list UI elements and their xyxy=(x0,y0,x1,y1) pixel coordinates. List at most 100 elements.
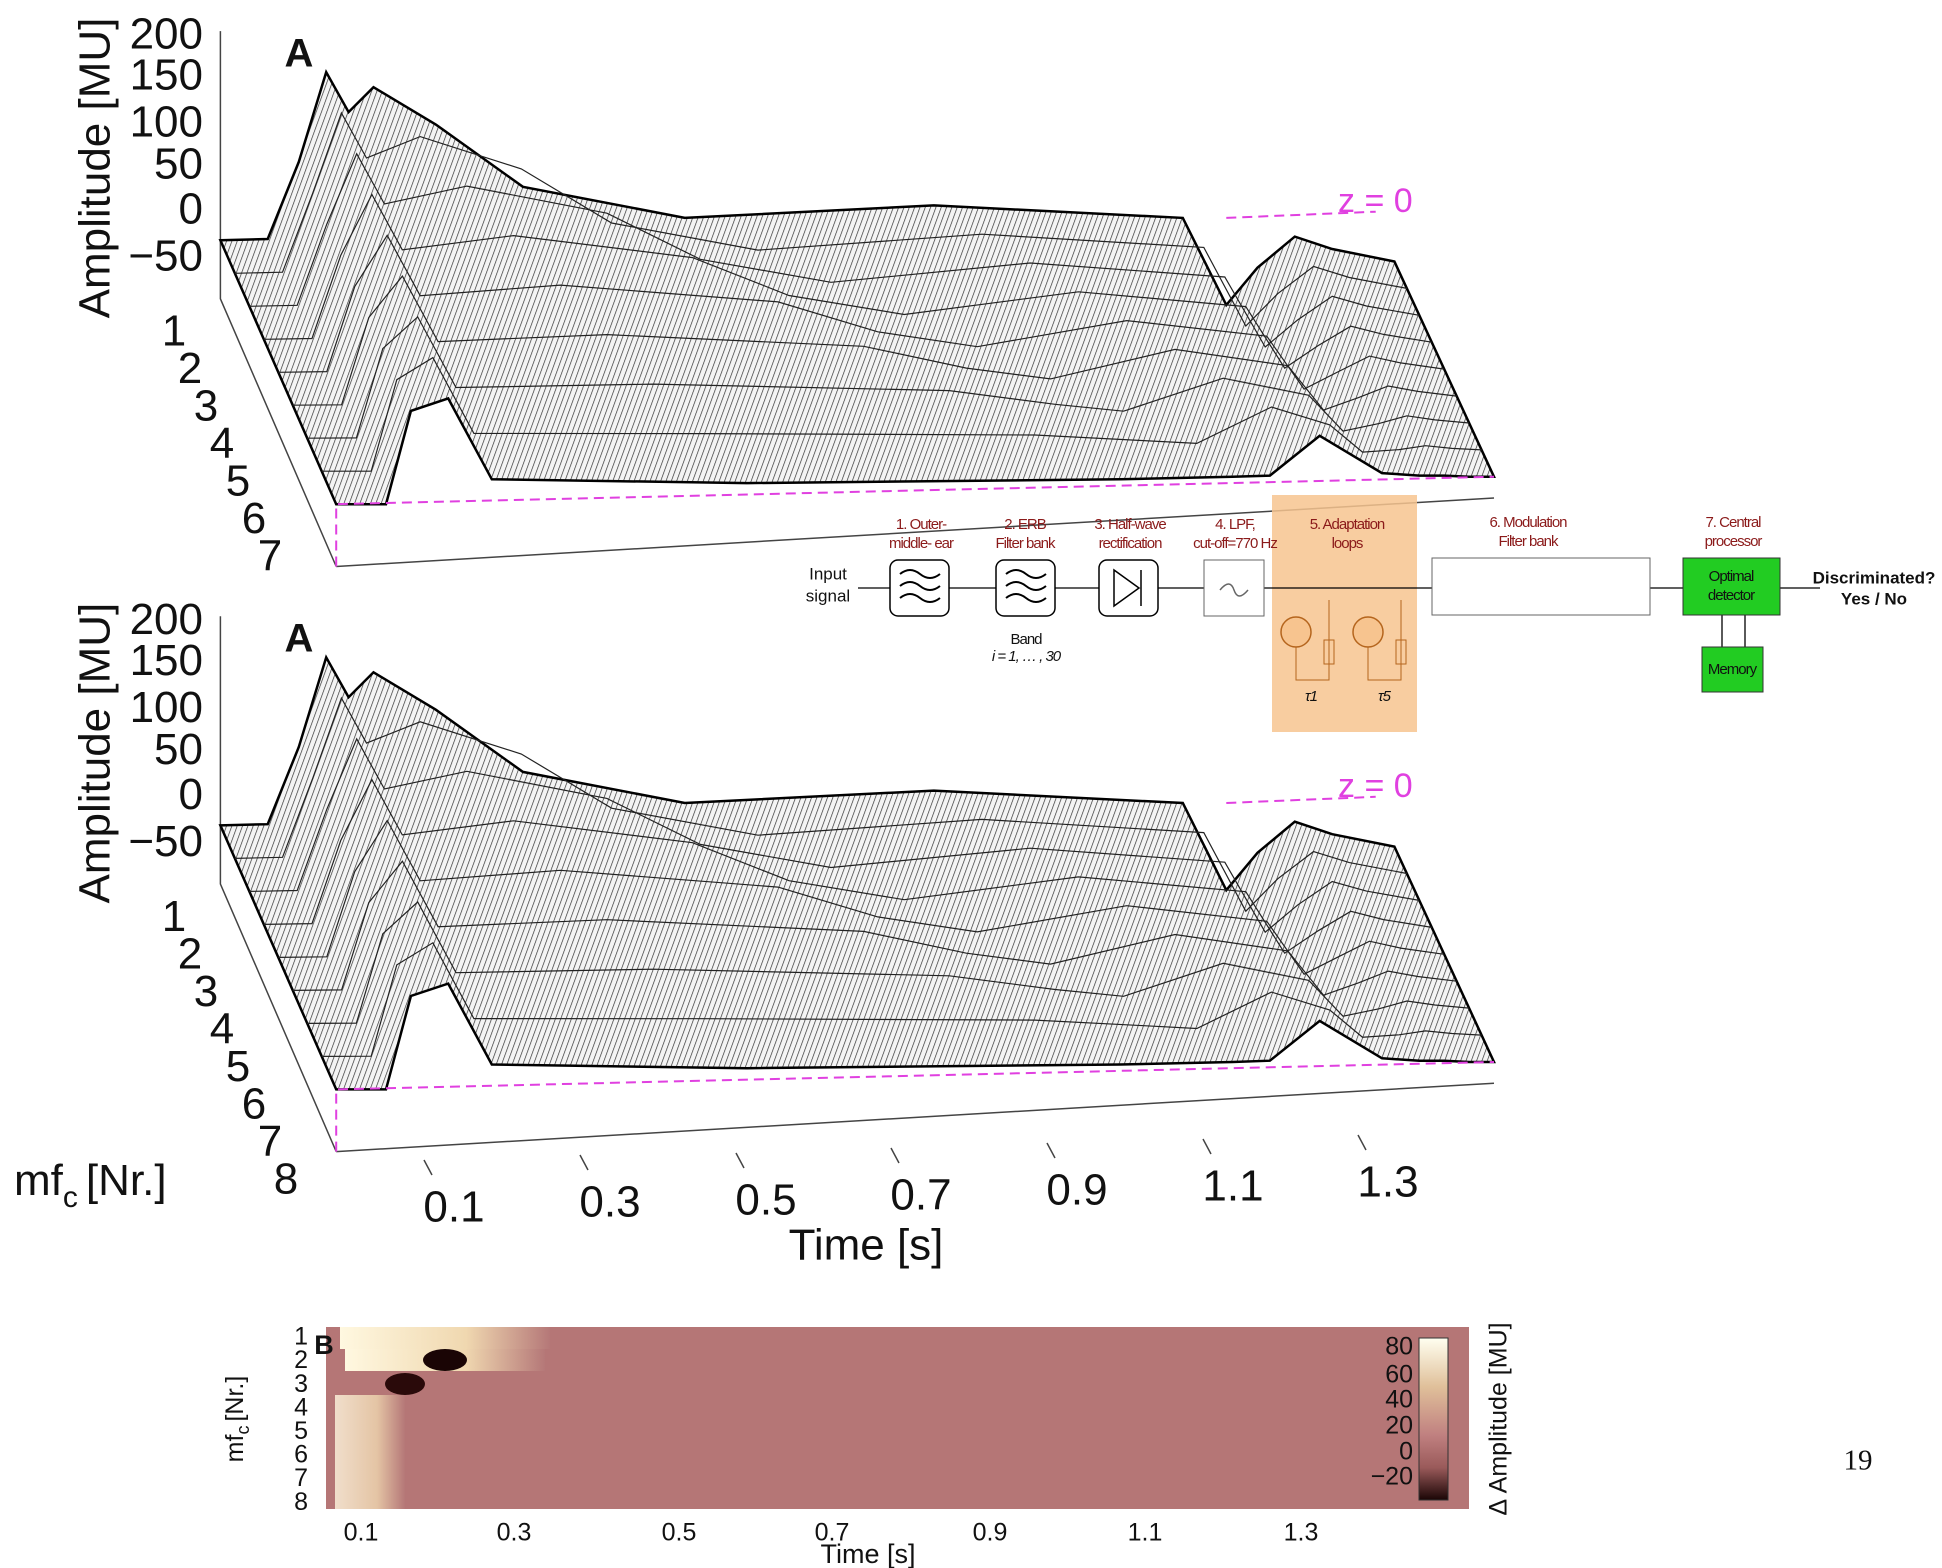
heatmap-patch xyxy=(385,1373,425,1395)
x-tick-label: 1.3 xyxy=(1357,1158,1418,1207)
output-label: Yes / No xyxy=(1841,589,1907,608)
output-label: Discriminated? xyxy=(1813,568,1936,587)
stage-label: cut-off=770 Hz xyxy=(1193,535,1277,552)
memory-label: Memory xyxy=(1708,661,1758,678)
ridge-line xyxy=(321,941,1482,1058)
zero-line xyxy=(1226,210,1376,219)
waterfall-panel xyxy=(218,31,1496,568)
filter-icon xyxy=(1005,581,1047,591)
stage-label: Filter bank xyxy=(995,535,1056,552)
depth-tick-label: 8 xyxy=(274,1154,298,1203)
colorbar-tick-label: 40 xyxy=(1385,1386,1413,1414)
axis-line xyxy=(219,616,337,1152)
stage-box xyxy=(995,559,1056,617)
y-tick-label: 2 xyxy=(294,1346,308,1374)
ridge-line xyxy=(321,356,1482,472)
z-tick-label: 200 xyxy=(130,595,203,644)
heatmap-patch xyxy=(335,1395,405,1509)
tick-mark xyxy=(423,1159,433,1176)
y-tick-label: 3 xyxy=(294,1370,308,1398)
stage-box xyxy=(1098,559,1159,617)
y-tick-label: 4 xyxy=(294,1393,308,1421)
colorbar-tick-label: 60 xyxy=(1385,1361,1413,1389)
depth-tick-label: 5 xyxy=(226,457,250,506)
x-tick-label: 0.1 xyxy=(344,1519,379,1547)
z-tick-label: 100 xyxy=(130,683,203,732)
depth-tick-label: 6 xyxy=(242,1079,266,1128)
y-tick-label: 7 xyxy=(294,1464,308,1492)
divider-icon xyxy=(1352,616,1384,648)
panel-label: A xyxy=(285,32,314,76)
page-number: 19 xyxy=(1844,1445,1873,1477)
stage-box xyxy=(1431,557,1651,616)
waterfall-panel xyxy=(218,616,1496,1153)
depth-tick-label: 4 xyxy=(210,419,234,468)
ridge-line xyxy=(234,696,1408,913)
ridge-line xyxy=(278,819,1445,975)
x-axis-label: Time [s] xyxy=(789,1221,944,1270)
x-tick-label: 0.5 xyxy=(662,1519,697,1547)
z-axis-label: Amplitude [MU] xyxy=(71,18,120,319)
stage-label: 1. Outer- xyxy=(896,516,947,533)
diode-icon xyxy=(1113,568,1142,608)
panel-label: A xyxy=(285,617,314,661)
x-tick-label: 1.3 xyxy=(1284,1519,1319,1547)
label-sub: c xyxy=(233,1426,253,1435)
z-tick-label: −50 xyxy=(128,232,203,281)
stage-label: 2. ERB xyxy=(1004,516,1047,533)
ridge-line xyxy=(307,315,1470,439)
ridge-line xyxy=(234,111,1408,328)
band-label: Band xyxy=(1010,631,1042,648)
loop-line xyxy=(1367,600,1402,681)
surface xyxy=(218,69,1496,506)
zero-line xyxy=(1226,795,1376,804)
tau-label: τ1 xyxy=(1305,688,1318,705)
colorbar-tick-label: 0 xyxy=(1399,1438,1413,1466)
y-tick-label: 5 xyxy=(294,1417,308,1445)
tick-mark xyxy=(735,1152,745,1169)
z-tick-label: 150 xyxy=(130,636,203,685)
x-tick-label: 0.3 xyxy=(579,1178,640,1227)
detector-label: detector xyxy=(1708,587,1755,604)
stage-label: Filter bank xyxy=(1498,533,1559,550)
y-tick-label: 1 xyxy=(294,1323,308,1351)
depth-tick-label: 2 xyxy=(178,929,202,978)
z-tick-label: 50 xyxy=(154,140,203,189)
tau-label: τ5 xyxy=(1378,688,1392,705)
annotation: z = 0 xyxy=(1338,182,1413,220)
stage-label: 7. Central xyxy=(1705,514,1761,531)
panel-label: B xyxy=(314,1330,334,1360)
y-tick-label: 8 xyxy=(294,1488,308,1516)
input-label: signal xyxy=(806,586,850,605)
colorbar-label: Δ Amplitude [MU] xyxy=(1485,1322,1513,1515)
ridge-line xyxy=(249,152,1420,348)
stage-label: 6. Modulation xyxy=(1489,514,1567,531)
colorbar-tick-label: 80 xyxy=(1385,1333,1413,1361)
x-tick-label: 0.7 xyxy=(890,1171,951,1220)
label-unit: [Nr.] xyxy=(86,1156,167,1205)
stage-label: 5. Adaptation xyxy=(1310,516,1385,533)
y-tick-label: 6 xyxy=(294,1441,308,1469)
x-tick-label: 0.9 xyxy=(973,1519,1008,1547)
depth-tick-label: 5 xyxy=(226,1042,250,1091)
stage-label: processor xyxy=(1705,533,1763,550)
lpf-icon xyxy=(1219,583,1249,597)
x-tick-label: 0.5 xyxy=(735,1176,796,1225)
colorbar-tick-label: −20 xyxy=(1371,1463,1413,1491)
ridge-line xyxy=(278,234,1445,390)
z-tick-label: −50 xyxy=(128,817,203,866)
x-tick-label: 0.7 xyxy=(815,1519,850,1547)
ridge-line xyxy=(263,193,1432,369)
label-main: mf xyxy=(221,1434,249,1462)
colorbar-tick-label: 20 xyxy=(1385,1412,1413,1440)
axis-line xyxy=(336,1082,1495,1153)
z-tick-label: 0 xyxy=(179,770,203,819)
tick-mark xyxy=(1202,1138,1212,1155)
filter-icon xyxy=(1005,569,1047,579)
stage-label: loops xyxy=(1332,535,1363,552)
input-label: Input xyxy=(809,564,847,583)
band-label: i = 1, … , 30 xyxy=(992,648,1062,665)
filter-icon xyxy=(899,569,941,579)
